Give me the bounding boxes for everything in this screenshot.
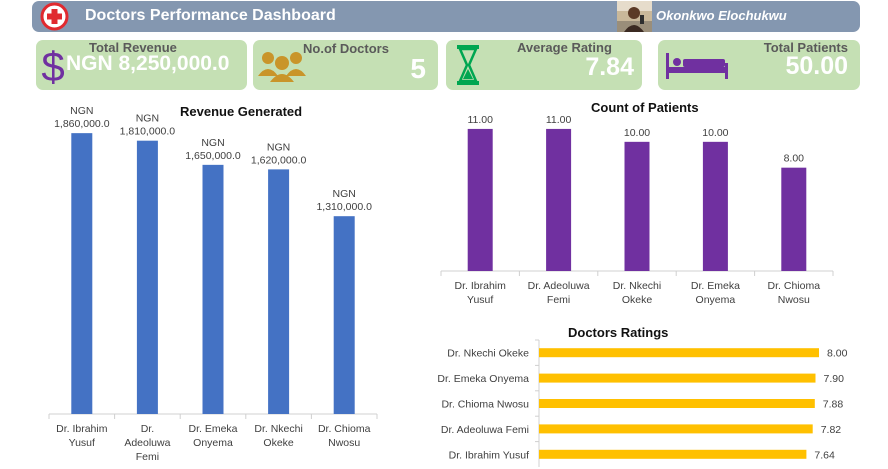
svg-text:$: $ xyxy=(41,43,64,87)
bed-icon xyxy=(666,53,728,79)
category-label: Dr. Chioma Nwosu xyxy=(318,423,371,449)
category-label: Dr. Emeka Onyema xyxy=(188,423,237,449)
kpi-average-rating: Average Rating 7.84 xyxy=(446,40,642,90)
kpi-rating-value: 7.84 xyxy=(585,53,634,81)
kpi-doctors-value: 5 xyxy=(410,53,426,84)
bar xyxy=(333,216,355,414)
data-label: NGN 1,810,000.0 xyxy=(120,113,176,138)
hourglass-icon xyxy=(457,45,479,85)
revenue-chart-title: Revenue Generated xyxy=(180,104,303,119)
kpi-doctors-label: No.of Doctors xyxy=(303,41,389,56)
bar xyxy=(268,169,290,414)
people-icon xyxy=(258,52,306,82)
dashboard-title: Doctors Performance Dashboard xyxy=(85,7,336,24)
bar xyxy=(136,140,158,414)
user-name: Okonkwo Elochukwu xyxy=(656,8,787,23)
kpi-number-of-doctors: No.of Doctors 5 xyxy=(253,40,438,90)
category-label: Dr. Nkechi Okeke xyxy=(254,423,302,449)
data-label: NGN 1,310,000.0 xyxy=(316,188,372,213)
ratings-chart-title: Doctors Ratings xyxy=(568,325,669,340)
header-bar: Doctors Performance Dashboard Okonkwo El… xyxy=(32,1,860,32)
avatar[interactable] xyxy=(617,1,652,32)
kpi-patients-label: Total Patients xyxy=(763,40,848,55)
kpi-revenue-value: NGN 8,250,000.0 xyxy=(66,52,230,75)
kpi-rating-label: Average Rating xyxy=(517,40,612,55)
kpi-total-revenue: $ Total Revenue NGN 8,250,000.0 xyxy=(36,40,247,90)
category-label: Dr. Adeoluwa Femi xyxy=(124,423,170,463)
patients-chart-title: Count of Patients xyxy=(591,100,699,115)
kpi-revenue-label: Total Revenue xyxy=(89,40,177,55)
dollar-icon: $ xyxy=(41,43,64,87)
kpi-patients-value: 50.00 xyxy=(785,52,848,80)
category-label: Dr. Ibrahim Yusuf xyxy=(56,423,108,449)
bar xyxy=(71,133,93,414)
data-label: NGN 1,650,000.0 xyxy=(185,137,241,162)
data-label: NGN 1,860,000.0 xyxy=(54,105,110,130)
medical-cross-icon xyxy=(40,2,69,31)
kpi-total-patients: Total Patients 50.00 xyxy=(658,40,860,90)
data-label: NGN 1,620,000.0 xyxy=(251,141,307,166)
bar xyxy=(202,164,224,414)
